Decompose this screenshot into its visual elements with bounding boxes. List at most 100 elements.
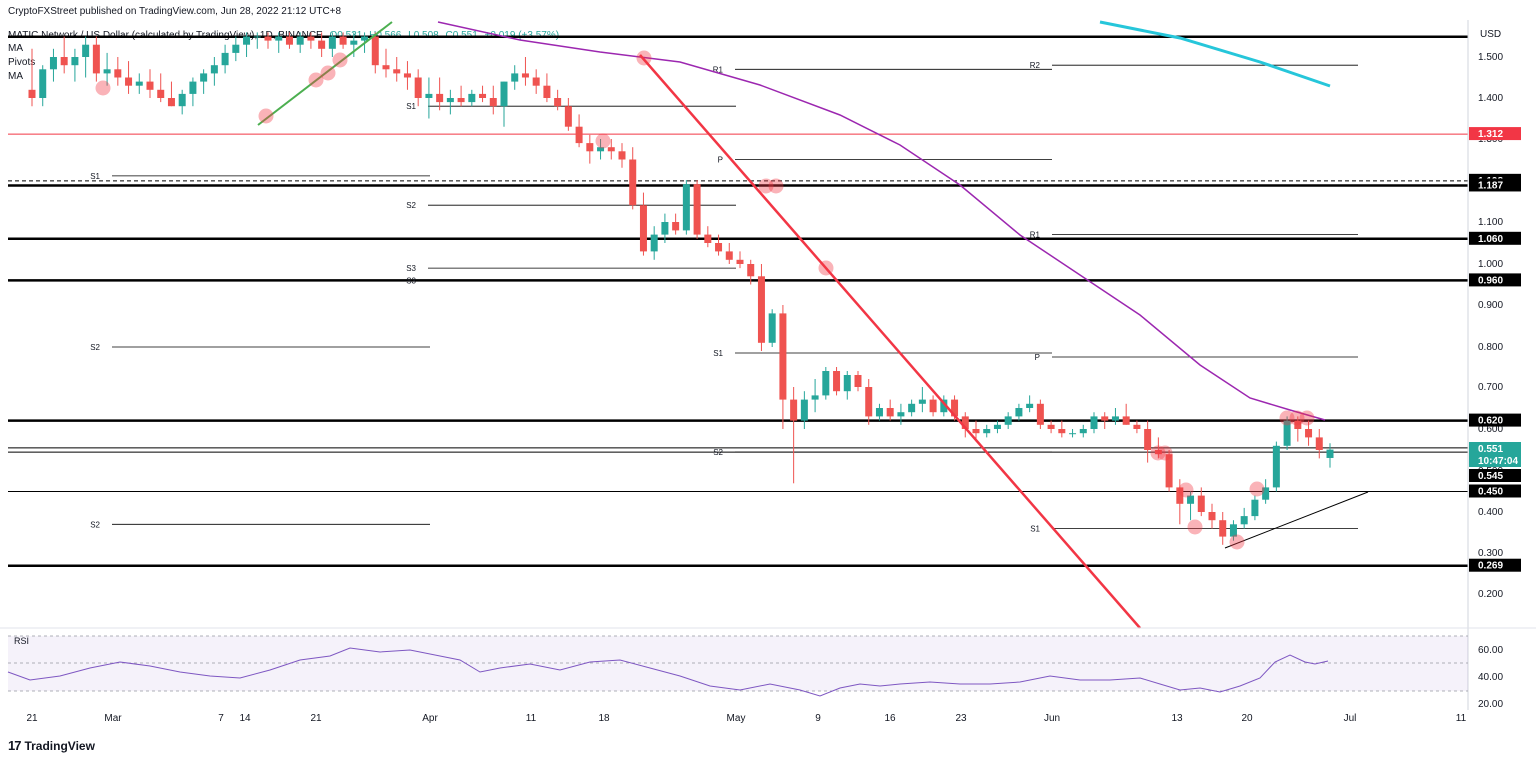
candle-body-48	[543, 85, 551, 98]
candle-body-32	[371, 36, 379, 66]
candle-body-121	[1326, 449, 1334, 458]
candle-body-15	[189, 81, 197, 94]
candle-body-44	[500, 81, 508, 107]
candle-body-94	[1036, 403, 1044, 425]
candle-body-3	[60, 57, 68, 66]
candle-body-74	[822, 371, 830, 396]
candle-body-70	[779, 313, 787, 400]
price-label-bg-3	[1469, 231, 1521, 245]
candle-body-12	[157, 89, 165, 98]
candle-body-93	[1026, 403, 1034, 408]
candle-body-51	[575, 126, 583, 144]
candle-body-14	[178, 93, 186, 107]
candle-body-82	[908, 403, 916, 413]
candle-body-1	[39, 69, 47, 98]
candle-body-46	[521, 73, 529, 78]
candle-body-119	[1305, 429, 1313, 438]
candle-body-56	[629, 159, 637, 206]
candle-body-17	[210, 65, 218, 74]
touch-marker-13	[1187, 519, 1203, 535]
indicator-ma2[interactable]: MA	[8, 71, 23, 82]
candle-body-24	[285, 36, 293, 45]
candle-body-104	[1144, 429, 1152, 450]
price-label-bg-4	[1469, 273, 1521, 287]
indicator-pivots[interactable]: Pivots	[8, 57, 36, 68]
candle-body-103	[1133, 424, 1141, 429]
x-tick-label-13: 13	[1171, 713, 1183, 724]
candle-body-33	[382, 65, 390, 70]
candle-body-36	[414, 77, 422, 98]
candle-body-53	[597, 147, 605, 152]
price-label-bg-7	[1469, 454, 1521, 467]
x-tick-label-16: 11	[1456, 713, 1467, 724]
candle-body-114	[1251, 499, 1259, 517]
rsi-band	[8, 636, 1468, 691]
price-label-bg-6	[1469, 442, 1521, 455]
candle-body-60	[672, 222, 680, 231]
candle-body-55	[618, 151, 626, 160]
candle-body-41	[468, 93, 476, 103]
candle-body-25	[296, 36, 304, 45]
candle-body-47	[532, 77, 540, 86]
candle-body-112	[1229, 524, 1237, 537]
x-tick-label-14: 20	[1241, 713, 1253, 724]
x-tick-label-5: Apr	[422, 713, 438, 724]
candle-body-22	[264, 36, 272, 41]
y-tick-label-13: 0.200	[1478, 589, 1503, 600]
x-tick-label-8: May	[727, 713, 746, 724]
candle-body-37	[425, 93, 433, 98]
price-label-10: 0.269	[1478, 561, 1503, 572]
price-label-bg-2	[1469, 178, 1521, 192]
pivot-label-4: S3	[406, 276, 416, 285]
candle-body-29	[339, 36, 347, 45]
candle-body-52	[586, 143, 594, 152]
candle-body-110	[1208, 512, 1216, 521]
x-tick-label-9: 9	[815, 713, 821, 724]
y-tick-label-11: 0.400	[1478, 507, 1503, 518]
candle-body-35	[403, 73, 411, 78]
rsi-line	[7, 647, 1329, 697]
indicator-ma1[interactable]: MA	[8, 43, 23, 54]
tradingview-logo-icon: 17	[8, 738, 22, 753]
candle-body-96	[1058, 429, 1066, 434]
touch-marker-2	[308, 72, 324, 88]
x-tick-label-12: Jun	[1044, 713, 1060, 724]
pivot-label-7: P	[1035, 353, 1040, 362]
candle-body-61	[682, 184, 690, 231]
pivot-label-11: S1	[1030, 524, 1040, 533]
x-tick-label-2: 7	[218, 713, 224, 724]
x-tick-label-15: Jul	[1344, 713, 1357, 724]
price-label-bg-9	[1469, 484, 1521, 498]
candle-body-38	[436, 93, 444, 103]
y-tick-label-4: 1.100	[1478, 217, 1503, 228]
candle-body-13	[167, 98, 175, 107]
rsi-label: RSI	[14, 636, 29, 646]
candle-body-105	[1154, 450, 1162, 455]
price-label-bg-5	[1469, 413, 1521, 427]
price-label-7: 10:47:04	[1478, 456, 1518, 467]
pivot-label-13: S1	[90, 172, 100, 181]
candle-body-91	[1004, 416, 1012, 425]
candle-body-95	[1047, 424, 1055, 429]
candle-body-75	[833, 371, 841, 392]
uptrend-line	[257, 21, 393, 126]
touch-marker-15	[1249, 481, 1265, 497]
price-label-6: 0.551	[1478, 444, 1503, 455]
candle-body-107	[1176, 487, 1184, 504]
candle-body-11	[146, 81, 154, 90]
pivot-label-9: S2	[713, 448, 723, 457]
candle-body-109	[1197, 495, 1205, 512]
touch-marker-1	[258, 108, 274, 124]
pivot-label-8: S1	[713, 349, 723, 358]
candle-body-81	[897, 412, 905, 417]
candle-body-86	[951, 399, 959, 417]
downtrend-line	[639, 54, 1141, 629]
candle-body-101	[1111, 416, 1119, 421]
pivot-label-6: R1	[1030, 231, 1041, 240]
x-tick-label-7: 18	[598, 713, 610, 724]
candle-body-19	[232, 44, 240, 53]
candle-body-39	[446, 98, 454, 103]
price-label-9: 0.450	[1478, 487, 1503, 498]
